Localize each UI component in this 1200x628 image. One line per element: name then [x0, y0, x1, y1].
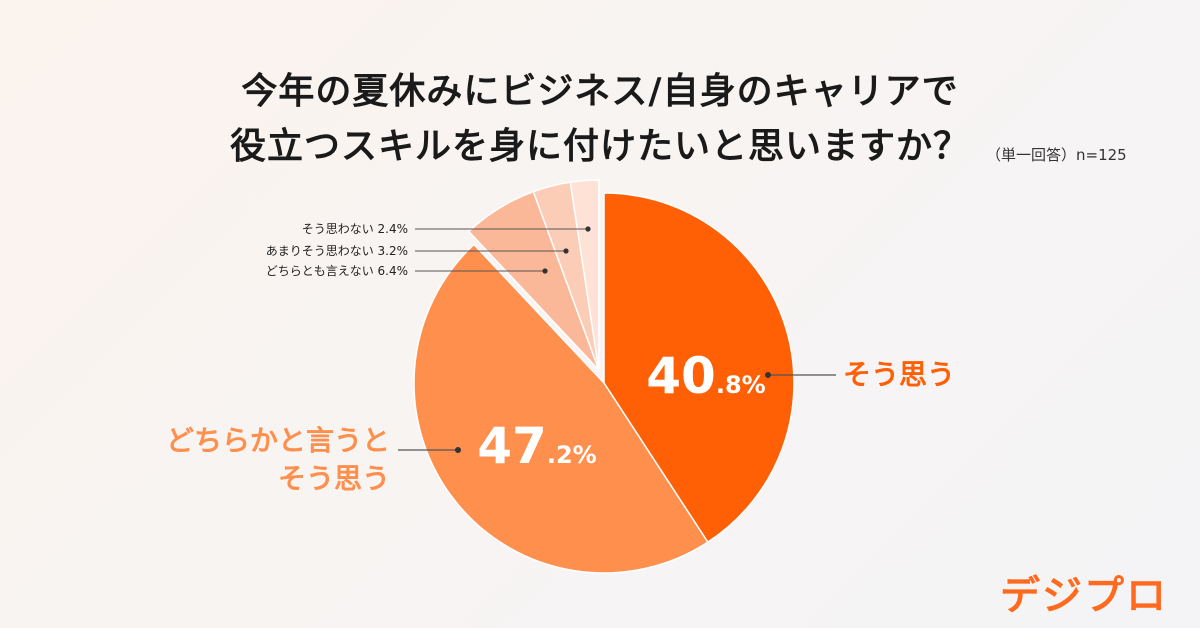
chart-title-line-2: 役立つスキルを身に付けたいと思いますか？ [229, 126, 970, 167]
category-label-dochira-tomo: どちらとも言えない 6.4% [266, 264, 408, 278]
category-label-sou-omou: そう思う [843, 358, 955, 391]
leader-dot [563, 248, 569, 254]
pie-slice-dochiraka-to-iuto [413, 243, 709, 574]
leader-dot [455, 447, 461, 453]
leader-dot [765, 372, 771, 378]
category-label-dochiraka-to-iuto: どちらかと言うとそう思う [166, 424, 390, 495]
value-label-sou-omou: 40.8% [646, 347, 765, 405]
leader-dot [585, 226, 591, 232]
chart-title-line-1: 今年の夏休みにビジネス/自身のキャリアで [241, 71, 959, 112]
brand-logo: デジプロ [1000, 573, 1168, 619]
pie-slice-sou-omowanai [569, 179, 600, 371]
category-label-amari: あまりそう思わない 3.2% [266, 244, 408, 258]
category-label-sou-omowanai: そう思わない 2.4% [302, 222, 408, 236]
value-label-dochiraka-to-iuto: 47.2% [477, 417, 596, 475]
leader-dot [542, 268, 548, 274]
sample-note: （単一回答）n=125 [986, 146, 1127, 164]
chart-title: 今年の夏休みにビジネス/自身のキャリアで 役立つスキルを身に付けたいと思いますか… [0, 64, 1200, 174]
